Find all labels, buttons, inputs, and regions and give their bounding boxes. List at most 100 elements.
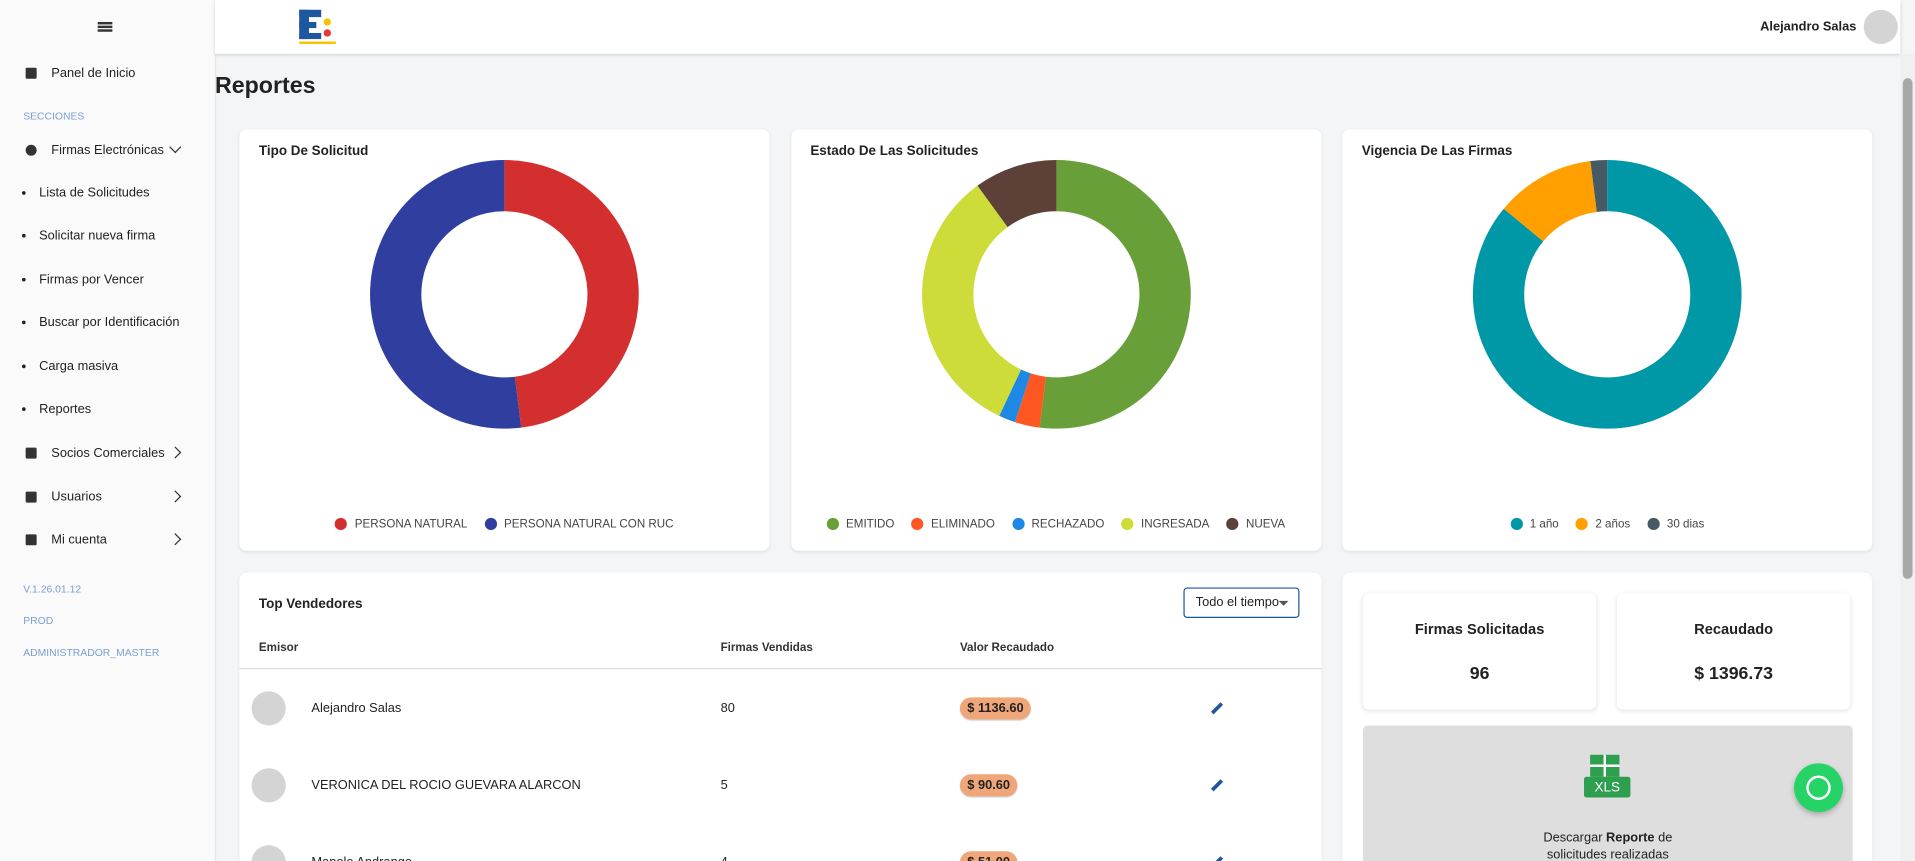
legend-item: PERSONA NATURAL xyxy=(335,517,468,532)
download-text: Descargar Reporte de solicitudes realiza… xyxy=(1534,829,1682,861)
xls-label: XLS xyxy=(1595,779,1620,794)
edit-button[interactable] xyxy=(1210,702,1224,715)
nav-group[interactable]: Firmas Electrónicas xyxy=(51,142,164,158)
bullet xyxy=(21,364,26,368)
edit-button[interactable] xyxy=(1210,779,1224,792)
donut-slice xyxy=(1472,159,1742,429)
donut-slice xyxy=(504,159,639,428)
stat-box: Firmas Solicitadas 96 xyxy=(1362,593,1597,710)
top-sellers: Top Vendedores Todo el tiempo Emisor Firm… xyxy=(239,572,1322,861)
legend-item: 2 años xyxy=(1575,517,1631,532)
legend-label: INGRESADA xyxy=(1140,517,1210,532)
page-title: Reportes xyxy=(214,73,316,99)
filter-select[interactable]: Todo el tiempo xyxy=(1183,587,1300,618)
user-name: Alejandro Salas xyxy=(1760,19,1857,35)
column-header: Valor Recaudado xyxy=(959,641,1055,655)
legend-label: 30 dias xyxy=(1666,517,1705,532)
nav-item[interactable]: Mi cuenta xyxy=(51,532,107,548)
donut-slice xyxy=(998,369,1031,423)
stat-value: $ 1396.73 xyxy=(1694,664,1774,684)
legend-swatch xyxy=(911,517,924,531)
legend: EMITIDO ELIMINADO RECHAZADO INGRESADA NUEVA xyxy=(791,517,1321,532)
legend-item: ELIMINADO xyxy=(911,517,995,532)
nav-subitem[interactable]: Firmas por Vencer xyxy=(39,272,144,287)
menu-button[interactable] xyxy=(97,21,113,25)
avatar xyxy=(251,768,286,803)
scrollbar xyxy=(1900,53,1915,861)
nav-item[interactable]: Usuarios xyxy=(51,489,102,504)
text: de solicitudes realizadas xyxy=(1546,830,1673,861)
nav-subitem[interactable]: Lista de Solicitudes xyxy=(39,185,150,201)
user-avatar[interactable] xyxy=(1863,9,1898,44)
legend-label: ELIMINADO xyxy=(931,517,995,532)
valor-badge: $ 90.60 xyxy=(959,774,1018,797)
divider xyxy=(239,668,1322,670)
donut-slice xyxy=(370,159,522,429)
legend-swatch xyxy=(484,517,497,531)
xls-icon: XLS xyxy=(1584,754,1631,798)
role: ADMINISTRADOR_MASTER xyxy=(23,646,160,659)
bullet xyxy=(21,234,26,239)
legend-item: 1 año xyxy=(1510,517,1559,532)
caret xyxy=(1278,600,1289,611)
section-label: SECCIONES xyxy=(23,109,85,123)
valor-badge: $ 51.00 xyxy=(959,851,1018,861)
donut-slice xyxy=(976,159,1056,228)
avatar xyxy=(251,845,286,861)
valor-badge: $ 1136.60 xyxy=(959,697,1031,720)
column-header: Emisor xyxy=(258,641,299,655)
legend-label: 2 años xyxy=(1595,517,1631,532)
legend-label: NUEVA xyxy=(1245,517,1286,532)
chart-title: Tipo De Solicitud xyxy=(258,144,369,159)
topbar: Alejandro Salas xyxy=(214,0,1901,54)
bullet xyxy=(21,277,26,282)
text: Descargar xyxy=(1543,830,1607,846)
seller-name: Manolo Andrango xyxy=(311,855,412,861)
stat-box: Recaudado $ 1396.73 xyxy=(1617,593,1851,710)
scroll-thumb[interactable] xyxy=(1902,78,1913,579)
legend-swatch xyxy=(826,517,839,531)
legend-item: NUEVA xyxy=(1226,517,1286,532)
legend-label: PERSONA NATURAL xyxy=(354,517,468,532)
whatsapp-icon xyxy=(1806,775,1831,800)
nav-item[interactable]: Socios Comerciales xyxy=(51,445,165,461)
version: V.1.26.01.12 xyxy=(23,582,82,595)
nav-subitem[interactable]: Reportes xyxy=(39,401,92,417)
icon xyxy=(25,490,37,502)
legend-swatch xyxy=(1647,517,1660,531)
legend-label: PERSONA NATURAL CON RUC xyxy=(504,517,674,532)
edit-button[interactable] xyxy=(1210,856,1224,861)
icon xyxy=(25,534,37,546)
donut-slice xyxy=(1014,373,1046,428)
legend-label: EMITIDO xyxy=(846,517,895,532)
download-box[interactable]: XLS Descargar Reporte de solicitudes rea… xyxy=(1362,725,1853,861)
logo xyxy=(299,9,336,44)
legend-item: 30 dias xyxy=(1647,517,1705,532)
legend-swatch xyxy=(1011,517,1025,531)
icon xyxy=(25,447,37,459)
seller-name: Alejandro Salas xyxy=(311,701,402,716)
nav-subitem[interactable]: Carga masiva xyxy=(39,358,119,374)
legend-label: 1 año xyxy=(1529,517,1559,532)
nav-item[interactable]: Panel de Inicio xyxy=(51,65,136,81)
nav-subitem[interactable]: Solicitar nueva firma xyxy=(39,228,156,244)
donut-slice xyxy=(921,185,1021,416)
firmas-vendidas: 5 xyxy=(720,777,728,793)
donut-chart xyxy=(921,159,1191,429)
whatsapp-button[interactable] xyxy=(1794,763,1843,813)
chart-title: Vigencia De Las Firmas xyxy=(1361,144,1513,159)
filter-label: Todo el tiempo xyxy=(1195,594,1280,610)
chevron xyxy=(169,141,182,154)
icon xyxy=(25,144,37,156)
nav-subitem[interactable]: Buscar por Identificación xyxy=(39,315,180,330)
legend-item: RECHAZADO xyxy=(1011,517,1104,531)
bullet xyxy=(21,320,26,325)
legend-swatch xyxy=(1510,517,1523,531)
avatar xyxy=(251,691,286,726)
chart-title: Estado De Las Solicitudes xyxy=(810,144,979,159)
chevron xyxy=(169,533,182,546)
sidebar: Panel de Inicio SECCIONES Firmas Electró… xyxy=(0,0,217,861)
chart-card: Estado De Las Solicitudes EMITIDO ELIMINAD… xyxy=(790,129,1321,551)
